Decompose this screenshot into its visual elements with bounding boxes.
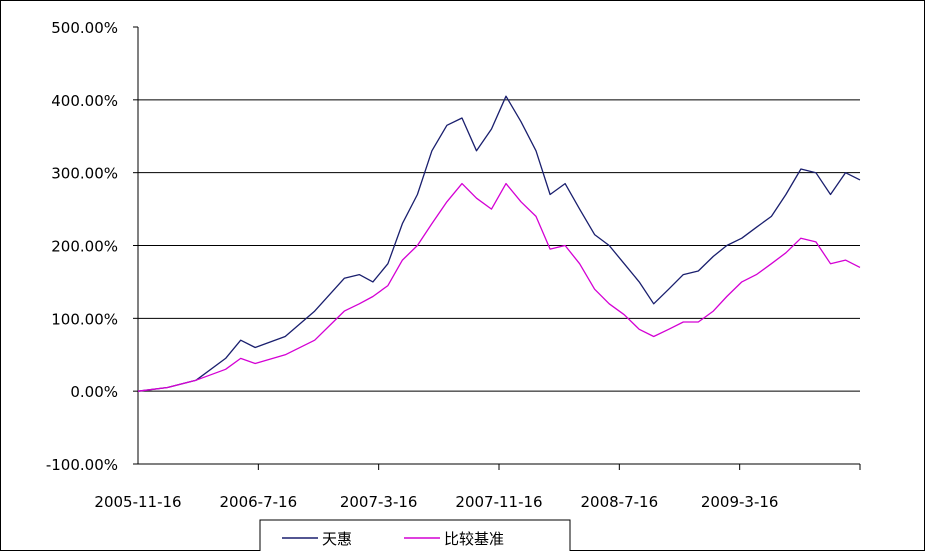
x-tick-label: 2006-7-16 <box>220 493 298 511</box>
series-line-1 <box>137 95 861 392</box>
x-tick-label: 2008-7-16 <box>581 493 659 511</box>
x-tick-label: 2005-11-16 <box>94 493 181 511</box>
x-axis: 2005-11-16 2006-7-16 2007-3-16 2007-11-16 20… <box>94 463 861 511</box>
series-lines <box>137 95 861 392</box>
y-tick-label: 0.00% <box>70 383 118 401</box>
legend: 天惠 比较基准 <box>259 519 571 551</box>
y-tick-label: 500.00% <box>51 19 118 37</box>
y-tick-label: 300.00% <box>51 165 118 183</box>
x-tick-label: 2007-11-16 <box>455 493 542 511</box>
legend-box <box>259 519 571 551</box>
y-tick-label: -100.00% <box>46 456 118 474</box>
y-axis: -100.00% 0.00% 100.00% 200.00% 300.00% 400.00… <box>46 19 139 474</box>
legend-label-series-1: 天惠 <box>322 530 352 548</box>
x-tick-label: 2007-3-16 <box>340 493 418 511</box>
x-tick-label: 2009-3-16 <box>701 493 779 511</box>
y-tick-label: 400.00% <box>51 92 118 110</box>
y-tick-label: 200.00% <box>51 238 118 256</box>
y-tick-label: 100.00% <box>51 310 118 328</box>
gridlines <box>138 99 860 392</box>
legend-label-series-2: 比较基准 <box>444 530 504 548</box>
series-line-2 <box>137 182 861 392</box>
